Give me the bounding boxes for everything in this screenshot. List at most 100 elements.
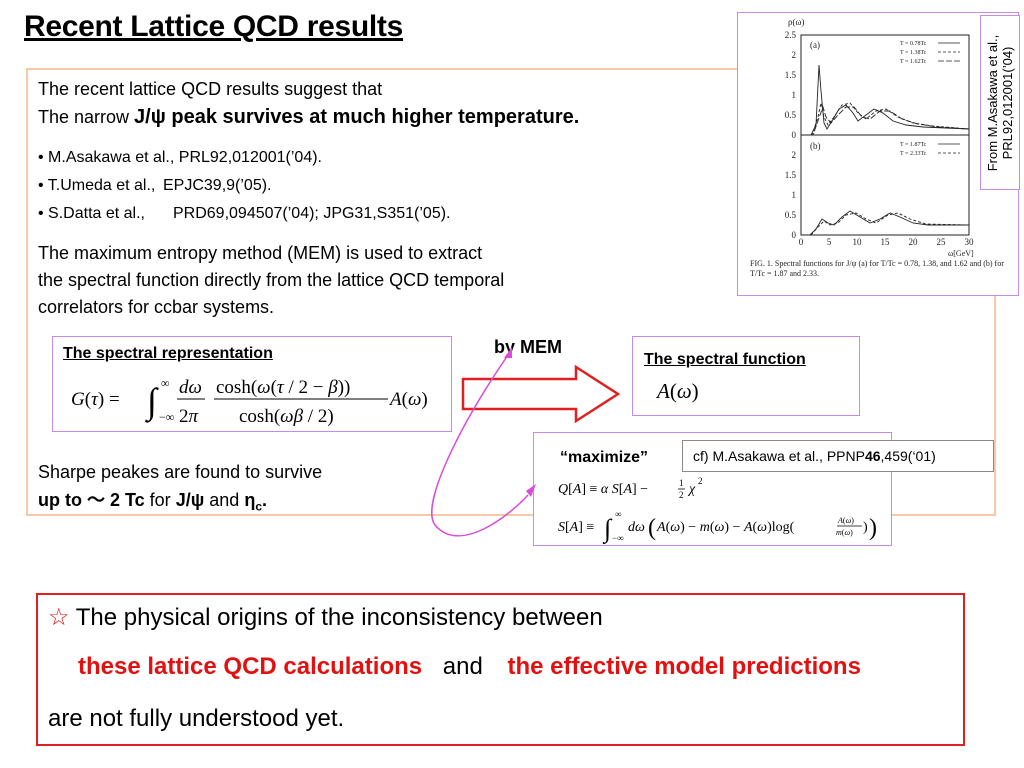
xtick-label: 10 [853, 237, 863, 247]
svg-text:S[A] ≡: S[A] ≡ [558, 520, 594, 535]
effective-model-emph: the effective model predictions [507, 653, 861, 680]
sharp-peaks-emph: Sharpe peakes [38, 462, 160, 482]
cf-reference: cf) M.Asakawa et al., PPNP46,459(‘01) [693, 448, 936, 464]
conclusion-and: and [442, 653, 483, 680]
svg-text:A(ω): A(ω) [388, 389, 428, 410]
svg-text:2: 2 [679, 490, 684, 500]
ytick-label: 1 [792, 90, 797, 100]
svg-text:−∞: −∞ [612, 533, 624, 543]
svg-text:A(ω): A(ω) [837, 516, 854, 525]
spectral-representation-formula: G(τ) = ∫ ∞ −∞ dω 2π cosh(ω(τ / 2 − β)) c… [63, 367, 448, 429]
svg-text:): ) [869, 515, 877, 541]
conclusion-line-3: are not fully understood yet. [48, 705, 345, 732]
conclusion-line-2: these lattice QCD calculations and the e… [78, 653, 861, 681]
mem-correlators: correlators [38, 297, 124, 317]
reference-item: • T.Umeda et al., EPJC39,9(’05). [38, 172, 451, 200]
mem-spectral: spectral function [68, 270, 200, 290]
spectral-function-label: The spectral function [644, 351, 806, 368]
ytick-label: 1.5 [785, 170, 797, 180]
reference-author: • M.Asakawa et al., [38, 149, 175, 166]
xtick-label: 0 [799, 237, 804, 247]
mem-arrow-shape [461, 364, 621, 424]
ytick-label: 2.5 [785, 30, 797, 40]
reference-item: • M.Asakawa et al., PRL92,012001(’04). [38, 144, 451, 172]
paper-figure: ρ(ω) (a) (b) 2.5 2 1.5 1 0.5 0 2 1.5 1 0… [737, 12, 1019, 296]
sharp-peaks-text-span: and [204, 490, 245, 510]
temperature-limit: up to ～ 2 Tc [38, 490, 145, 510]
legend-b: T = 1.87Tc T = 2.33Tc [900, 142, 960, 157]
ytick-label: 0 [792, 130, 797, 140]
svg-text:): ) [863, 520, 868, 535]
curve-a2 [801, 102, 970, 136]
mem-text: is used to extract [341, 243, 483, 263]
ytick-label: 0.5 [785, 110, 797, 120]
svg-text:2: 2 [698, 476, 703, 486]
intro-claim-prefix: The narrow [38, 107, 135, 127]
svg-text:∞: ∞ [615, 509, 621, 519]
legend-entry: T = 2.33Tc [900, 151, 927, 157]
yticks-a: 2.5 2 1.5 1 0.5 0 [785, 30, 797, 140]
etac-label: η [244, 490, 256, 510]
panel-b-label: (b) [810, 141, 821, 151]
spectral-representation-label: The spectral representation [63, 345, 273, 362]
xtick-label: 20 [909, 237, 919, 247]
reference-item: • S.Datta et al., PRD69,094507(’04); JPG3… [38, 200, 451, 228]
reference-citation: PRL92,012001(’04). [178, 149, 322, 166]
ytick-label: 2 [792, 50, 797, 60]
conclusion-line-1: ☆ The physical origins of the inconsiste… [48, 603, 603, 632]
mem-text: The [38, 243, 75, 263]
ytick-label: 0.5 [785, 210, 797, 220]
legend-a: T = 0.78Tc T = 1.38Tc T = 1.62Tc [900, 41, 960, 65]
svg-text:A(ω) − m(ω) − A(ω)log(: A(ω) − m(ω) − A(ω)log( [656, 520, 795, 535]
figure-ylabel: ρ(ω) [788, 17, 804, 27]
cf-reference-volume: 46 [864, 448, 881, 464]
curve-b1 [801, 210, 969, 236]
curve-a1 [801, 64, 970, 136]
sharp-peaks-text-span: are found to survive [159, 462, 323, 482]
source-note: From M.Asakawa et al., PRL92,012001(’04) [985, 34, 1015, 171]
conclusion-text: The physical origins of the inconsistenc… [69, 604, 603, 631]
reference-citation: EPJC39,9(’05). [163, 177, 272, 194]
spectral-function-formula: A(ω) [657, 379, 699, 403]
svg-text:(: ( [648, 515, 656, 541]
intro-claim: The narrow J/ψ peak survives at much hig… [38, 106, 579, 129]
legend-entry: T = 1.87Tc [900, 142, 927, 148]
intro-line: The recent lattice QCD results suggest t… [38, 79, 383, 99]
xtick-label: 15 [881, 237, 891, 247]
ytick-label: 2 [792, 150, 797, 160]
connector-arrowhead [526, 484, 536, 497]
mem-arrow [461, 364, 621, 424]
reference-author: • T.Umeda et al., [38, 177, 156, 194]
mem-correlators: lattice QCD temporal [337, 270, 505, 290]
svg-text:χ: χ [687, 482, 696, 497]
connector-arrowhead [504, 347, 512, 358]
xtick-label: 5 [827, 237, 832, 247]
panel-a-label: (a) [810, 40, 820, 50]
entropy-formulas: Q[A] ≡ α S[A] − 1 2 χ 2 S[A] ≡ ∫ ∞ −∞ dω… [558, 476, 877, 544]
conclusion-box: ☆ The physical origins of the inconsiste… [36, 593, 965, 746]
svg-text:dω: dω [628, 520, 645, 535]
svg-text:Q[A] ≡ α S[A] −: Q[A] ≡ α S[A] − [558, 482, 648, 497]
mem-paragraph: The maximum entropy method (MEM) is used… [38, 240, 658, 321]
svg-text:dω: dω [179, 377, 202, 398]
source-note-box: From M.Asakawa et al., PRL92,012001(’04) [980, 15, 1020, 190]
cf-reference-box: cf) M.Asakawa et al., PPNP46,459(‘01) [682, 440, 994, 472]
figure-caption: FIG. 1. Spectral functions for J/ψ (a) f… [750, 259, 1004, 278]
sharp-peaks-text: Sharpe peakes are found to survive up to… [38, 458, 322, 521]
spectral-function-box: The spectral function A(ω) [632, 336, 860, 416]
ytick-label: 1 [792, 190, 797, 200]
mem-text: the [38, 270, 69, 290]
cf-reference-text: cf) M.Asakawa et al., PPNP [693, 448, 865, 464]
mem-text: for ccbar systems. [123, 297, 275, 317]
star-icon: ☆ [48, 604, 70, 631]
legend-entry: T = 1.38Tc [900, 50, 927, 56]
reference-author: • S.Datta et al., [38, 205, 145, 222]
jpsi-label: J/ψ [175, 490, 205, 510]
curve-a3 [801, 105, 970, 136]
curve-b2 [801, 212, 970, 236]
sharp-peaks-text-span: for [144, 490, 176, 510]
svg-text:m(ω): m(ω) [836, 528, 853, 537]
mem-method: maximum entropy method (MEM) [74, 243, 342, 263]
page-title: Recent Lattice QCD results [24, 10, 403, 43]
mem-text: directly from the [199, 270, 338, 290]
